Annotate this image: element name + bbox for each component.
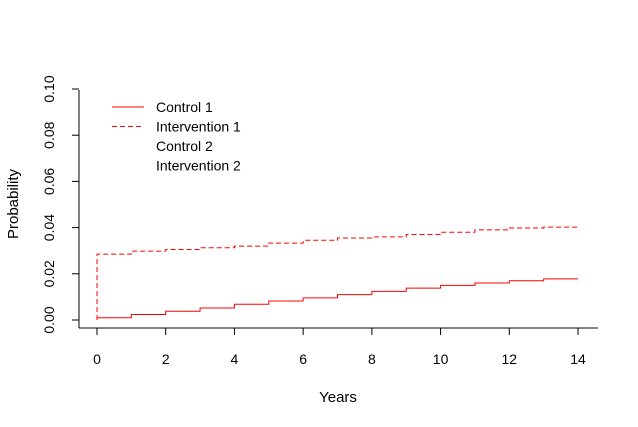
series-layer <box>96 226 578 320</box>
series-line-intervention-1 <box>96 226 578 320</box>
y-tick-label: 0.00 <box>41 306 57 333</box>
y-tick-label: 0.08 <box>41 121 57 148</box>
x-tick-label: 6 <box>299 351 307 367</box>
y-ticks: 0.00 0.02 0.04 0.06 0.08 0.10 <box>41 75 79 334</box>
y-axis-label: Probability <box>5 168 22 239</box>
y-tick-label: 0.10 <box>41 75 57 102</box>
legend: Control 1 Intervention 1 Control 2 Interven… <box>112 99 241 174</box>
y-tick-label: 0.02 <box>41 260 57 287</box>
legend-label: Control 2 <box>156 138 213 154</box>
x-tick-label: 12 <box>501 351 517 367</box>
series-line-control-1 <box>96 278 578 320</box>
legend-label: Intervention 1 <box>156 119 241 135</box>
x-tick-label: 2 <box>162 351 170 367</box>
y-tick-label: 0.06 <box>41 168 57 195</box>
x-axis-label: Years <box>319 389 357 406</box>
x-tick-label: 8 <box>368 351 376 367</box>
legend-label: Intervention 2 <box>156 158 241 174</box>
y-tick-label: 0.04 <box>41 214 57 241</box>
x-tick-label: 10 <box>433 351 449 367</box>
x-tick-label: 0 <box>93 351 101 367</box>
x-tick-label: 14 <box>570 351 586 367</box>
legend-label: Control 1 <box>156 99 213 115</box>
x-tick-label: 4 <box>231 351 239 367</box>
x-ticks: 0 2 4 6 8 10 12 14 <box>93 328 586 367</box>
